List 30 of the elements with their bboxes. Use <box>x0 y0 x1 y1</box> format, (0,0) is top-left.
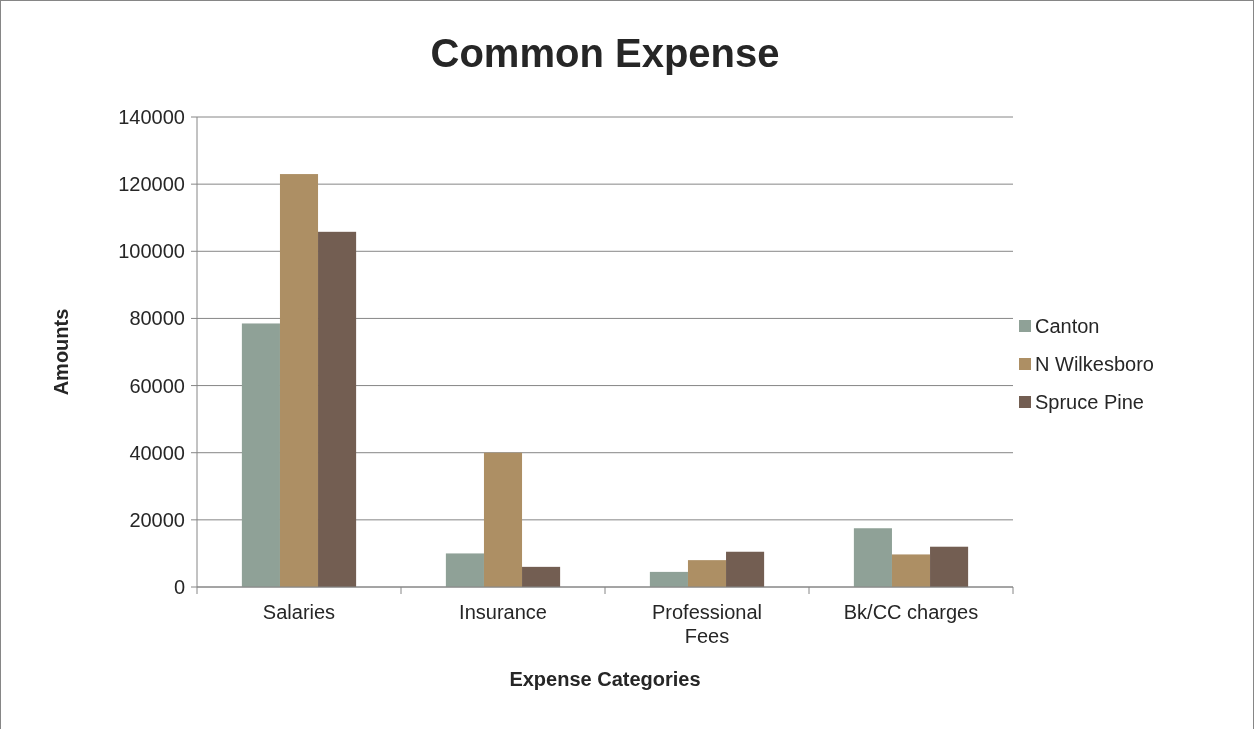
bar <box>930 546 969 587</box>
bar <box>483 452 523 587</box>
bar <box>687 560 727 587</box>
x-tick-label: Salaries <box>262 601 336 623</box>
bar <box>853 528 892 587</box>
y-tick-label: 80000 <box>129 307 185 330</box>
y-tick-label: 60000 <box>129 374 185 397</box>
legend-label: Canton <box>1035 315 1100 337</box>
legend-label: Spruce Pine <box>1035 391 1144 413</box>
y-tick-label: 40000 <box>129 441 185 464</box>
bar <box>522 566 561 587</box>
x-axis-title: Expense Categories <box>509 668 701 690</box>
bar <box>891 554 931 587</box>
x-tick-label: Professional Fees <box>651 601 763 647</box>
y-tick-label: 140000 <box>118 106 185 128</box>
y-axis-title: Amounts <box>50 308 72 396</box>
chart-title: Common Expense <box>430 31 780 75</box>
bar <box>318 231 357 587</box>
bar <box>279 174 319 587</box>
bar <box>726 551 765 587</box>
y-tick-label: 20000 <box>129 508 185 531</box>
legend-label: N Wilkesboro <box>1035 353 1154 375</box>
bar <box>241 323 280 587</box>
y-tick-label: 100000 <box>118 240 185 263</box>
y-tick-label: 0 <box>173 576 185 598</box>
x-tick-label: Insurance <box>459 601 547 623</box>
bar <box>445 553 484 587</box>
y-tick-label: 120000 <box>118 173 185 196</box>
x-tick-label: Bk/CC charges <box>843 601 979 623</box>
bar <box>649 571 688 587</box>
